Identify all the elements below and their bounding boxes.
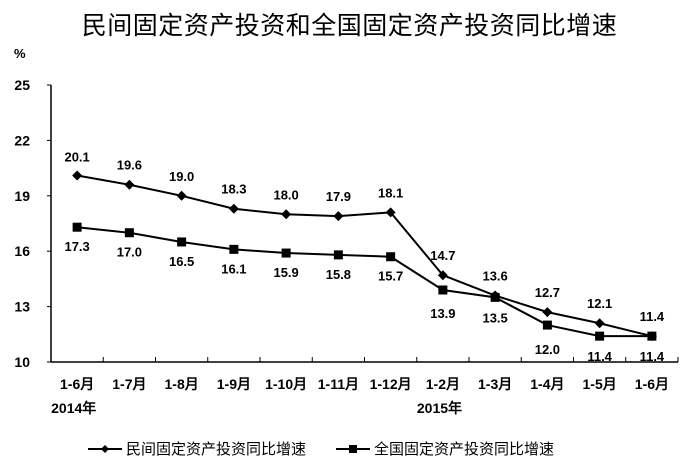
x-tick-label: 1-9月 [217, 376, 251, 392]
diamond-marker-icon [542, 307, 553, 318]
series-layer: 20.1 19.6 19.0 18.3 18.0 17.9 18.1 14.7 13.6 12.7… [64, 149, 664, 364]
y-tick-label: 13 [14, 299, 30, 315]
data-label: 12.0 [535, 342, 560, 357]
data-label: 16.1 [221, 261, 246, 276]
diamond-marker-icon [176, 190, 187, 201]
diamond-marker-icon [385, 207, 396, 218]
x-axis-labels: 1-6月 1-7月 1-8月 1-9月 1-10月 1-11月 1-12月 1-2月 1-3月 1… [51, 376, 669, 416]
data-label: 13.5 [482, 310, 507, 325]
x-tick-label: 1-4月 [530, 376, 564, 392]
data-label: 12.1 [587, 296, 612, 311]
diamond-marker-icon [594, 318, 605, 329]
axes: 10 13 16 19 22 25 [14, 77, 679, 370]
data-label: 19.6 [117, 158, 142, 173]
square-marker-icon [177, 237, 187, 247]
diamond-marker-icon [333, 211, 344, 222]
legend-label-national: 全国固定资产投资同比增速 [374, 440, 555, 458]
square-marker-icon [229, 244, 239, 254]
x-tick-label: 1-11月 [318, 376, 359, 392]
y-tick-label: 10 [14, 354, 30, 370]
y-tick-label: 25 [14, 77, 30, 93]
year-label: 2015年 [417, 400, 462, 416]
year-label: 2014年 [51, 400, 96, 416]
x-tick-label: 1-6月 [635, 376, 669, 392]
x-tick-label: 1-7月 [112, 376, 146, 392]
chart-title: 民间固定资产投资和全国固定资产投资同比增速 [81, 11, 618, 40]
data-label: 18.3 [221, 182, 246, 197]
x-tick-label: 1-3月 [478, 376, 512, 392]
series-line-0 [76, 174, 653, 338]
square-marker-icon [72, 222, 82, 232]
x-tick-label: 1-2月 [426, 376, 460, 392]
data-label: 13.9 [430, 306, 455, 321]
diamond-marker-icon [88, 444, 122, 453]
square-marker-icon [490, 292, 500, 302]
y-tick-label: 19 [14, 188, 30, 204]
data-label: 17.9 [326, 189, 351, 204]
square-marker-icon [281, 248, 291, 258]
square-marker-icon [647, 331, 657, 341]
legend-item-national: 全国固定资产投资同比增速 [336, 438, 554, 459]
data-label: 11.4 [587, 349, 612, 364]
y-tick-label: 16 [14, 243, 30, 259]
data-label: 11.4 [640, 309, 665, 324]
diamond-marker-icon [72, 170, 83, 181]
x-tick-label: 1-8月 [165, 376, 199, 392]
data-label: 20.1 [64, 149, 89, 164]
x-tick-label: 1-6月 [60, 376, 94, 392]
data-label: 13.6 [482, 269, 507, 284]
diamond-marker-icon [437, 270, 448, 281]
square-marker-icon [595, 331, 605, 341]
x-tick-label: 1-10月 [265, 376, 307, 392]
data-label: 18.0 [273, 187, 298, 202]
x-tick-label: 1-12月 [370, 376, 412, 392]
data-label: 14.7 [430, 248, 455, 263]
data-label: 19.0 [169, 169, 194, 184]
x-tick-label: 1-5月 [583, 376, 617, 392]
series-line-1 [77, 226, 652, 338]
square-marker-icon [336, 444, 371, 453]
data-label: 11.4 [640, 349, 665, 364]
square-marker-icon [438, 285, 448, 295]
data-label: 15.9 [273, 265, 298, 280]
legend: 民间固定资产投资同比增速 全国固定资产投资同比增速 [88, 438, 554, 459]
diamond-marker-icon [281, 209, 292, 220]
data-label: 12.7 [535, 285, 560, 300]
y-tick-label: 22 [14, 132, 30, 148]
legend-item-private: 民间固定资产投资同比增速 [88, 438, 306, 459]
legend-label-private: 民间固定资产投资同比增速 [126, 440, 307, 458]
data-label: 15.8 [326, 267, 351, 282]
diamond-marker-icon [228, 203, 239, 214]
diamond-marker-icon [124, 179, 135, 190]
square-marker-icon [333, 250, 343, 260]
square-marker-icon [124, 228, 134, 238]
data-label: 16.5 [169, 254, 194, 269]
data-label: 15.7 [378, 269, 403, 284]
square-marker-icon [542, 320, 552, 330]
data-label: 17.0 [117, 245, 142, 260]
data-label: 17.3 [64, 239, 89, 254]
square-marker-icon [386, 252, 396, 262]
data-label: 18.1 [378, 185, 403, 200]
y-axis-unit: % [14, 46, 26, 61]
